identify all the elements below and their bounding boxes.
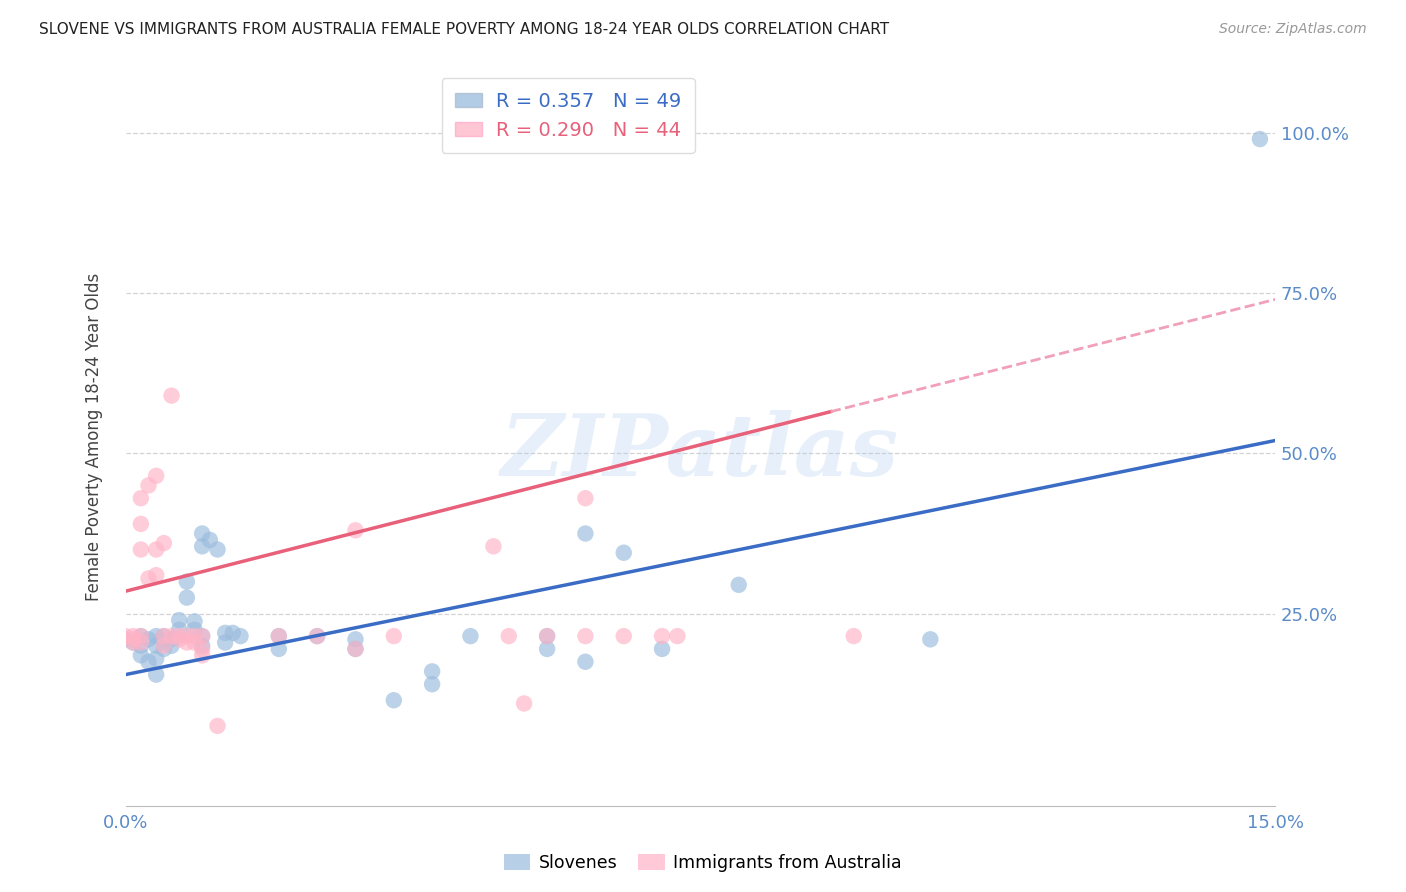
Point <box>307 629 329 643</box>
Point <box>920 632 942 647</box>
Point <box>114 632 136 647</box>
Point <box>145 639 167 653</box>
Point <box>145 651 167 665</box>
Point <box>129 648 152 663</box>
Point <box>183 623 205 637</box>
Point <box>191 648 214 663</box>
Point <box>191 539 214 553</box>
Point <box>536 629 558 643</box>
Point <box>122 632 145 647</box>
Point <box>129 635 152 649</box>
Point <box>666 629 689 643</box>
Y-axis label: Female Poverty Among 18-24 Year Olds: Female Poverty Among 18-24 Year Olds <box>86 273 103 601</box>
Point <box>122 635 145 649</box>
Text: ZIPatlas: ZIPatlas <box>502 410 900 494</box>
Point <box>176 574 198 589</box>
Point <box>167 613 190 627</box>
Point <box>651 642 673 657</box>
Point <box>176 591 198 605</box>
Point <box>129 542 152 557</box>
Point <box>222 626 245 640</box>
Point <box>153 536 176 550</box>
Point <box>651 629 673 643</box>
Point <box>138 478 160 492</box>
Point <box>129 516 152 531</box>
Point <box>138 632 160 647</box>
Point <box>207 719 229 733</box>
Point <box>145 542 167 557</box>
Point <box>114 629 136 643</box>
Point <box>122 635 145 649</box>
Point <box>160 389 183 403</box>
Point <box>122 629 145 643</box>
Point <box>482 539 505 553</box>
Point <box>160 629 183 643</box>
Point <box>129 491 152 506</box>
Point <box>344 642 367 657</box>
Point <box>267 629 290 643</box>
Point <box>191 642 214 657</box>
Point <box>307 629 329 643</box>
Point <box>145 568 167 582</box>
Point <box>153 639 176 653</box>
Text: SLOVENE VS IMMIGRANTS FROM AUSTRALIA FEMALE POVERTY AMONG 18-24 YEAR OLDS CORREL: SLOVENE VS IMMIGRANTS FROM AUSTRALIA FEM… <box>39 22 890 37</box>
Point <box>138 571 160 585</box>
Point <box>191 639 214 653</box>
Point <box>167 629 190 643</box>
Point <box>613 546 636 560</box>
Point <box>344 632 367 647</box>
Point <box>176 635 198 649</box>
Point <box>153 629 176 643</box>
Point <box>198 533 221 547</box>
Point <box>574 655 596 669</box>
Point <box>160 639 183 653</box>
Point <box>382 693 405 707</box>
Point <box>536 629 558 643</box>
Point <box>574 526 596 541</box>
Point <box>727 578 749 592</box>
Point <box>1249 132 1271 146</box>
Point <box>267 629 290 643</box>
Point <box>183 615 205 629</box>
Point <box>420 665 443 679</box>
Point <box>498 629 520 643</box>
Point <box>191 629 214 643</box>
Point <box>153 629 176 643</box>
Point <box>176 629 198 643</box>
Point <box>167 623 190 637</box>
Point <box>153 642 176 657</box>
Point <box>214 635 236 649</box>
Point <box>574 491 596 506</box>
Point <box>344 642 367 657</box>
Point <box>229 629 252 643</box>
Point <box>145 667 167 681</box>
Legend: Slovenes, Immigrants from Australia: Slovenes, Immigrants from Australia <box>498 847 908 879</box>
Point <box>344 523 367 537</box>
Point <box>129 639 152 653</box>
Point <box>145 468 167 483</box>
Point <box>207 542 229 557</box>
Point <box>183 635 205 649</box>
Point <box>129 629 152 643</box>
Legend: R = 0.357   N = 49, R = 0.290   N = 44: R = 0.357 N = 49, R = 0.290 N = 44 <box>441 78 695 153</box>
Point <box>214 626 236 640</box>
Point <box>145 629 167 643</box>
Point <box>160 632 183 647</box>
Text: Source: ZipAtlas.com: Source: ZipAtlas.com <box>1219 22 1367 37</box>
Point <box>191 526 214 541</box>
Point <box>536 642 558 657</box>
Point <box>183 629 205 643</box>
Point <box>613 629 636 643</box>
Point <box>574 629 596 643</box>
Point <box>513 697 536 711</box>
Point <box>420 677 443 691</box>
Point <box>138 655 160 669</box>
Point <box>382 629 405 643</box>
Point <box>129 629 152 643</box>
Point <box>167 632 190 647</box>
Point <box>191 629 214 643</box>
Point <box>842 629 865 643</box>
Point <box>460 629 482 643</box>
Point <box>267 642 290 657</box>
